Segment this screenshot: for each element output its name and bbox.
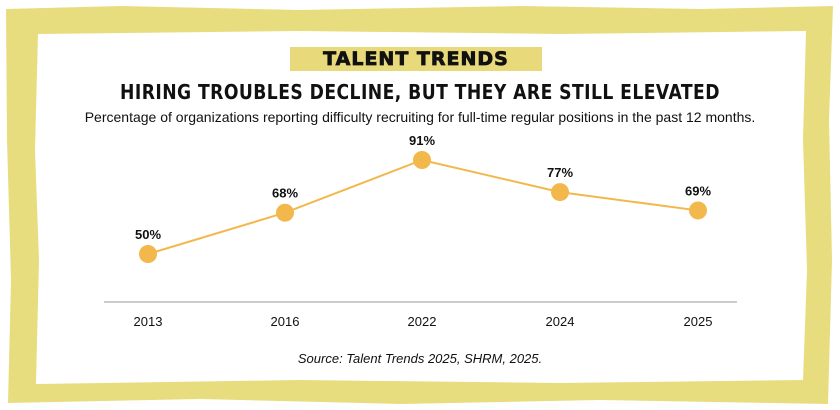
chart-subtitle: Percentage of organizations reporting di… — [84, 109, 756, 125]
data-label-2013: 50% — [135, 227, 161, 242]
x-tick-label-2025: 2025 — [684, 314, 713, 329]
chart-title: HIRING TROUBLES DECLINE, BUT THEY ARE ST… — [120, 80, 720, 104]
x-tick-label-2024: 2024 — [546, 314, 575, 329]
data-point-2022 — [413, 151, 431, 169]
data-label-2024: 77% — [547, 165, 573, 180]
x-tick-label-2022: 2022 — [408, 314, 437, 329]
data-point-2024 — [551, 183, 569, 202]
data-label-2016: 68% — [272, 186, 298, 201]
badge-text: TALENT TRENDS — [323, 48, 509, 71]
data-label-2025: 69% — [685, 183, 711, 198]
series-line — [147, 158, 699, 255]
data-point-2016 — [276, 203, 294, 222]
talent-trends-badge: TALENT TRENDS — [290, 47, 542, 71]
source-note: Source: Talent Trends 2025, SHRM, 2025. — [297, 351, 543, 366]
x-tick-label-2013: 2013 — [134, 314, 163, 329]
data-label-2022: 91% — [409, 133, 435, 148]
data-point-2025 — [689, 201, 707, 220]
data-point-2013 — [139, 245, 157, 263]
x-tick-label-2016: 2016 — [271, 314, 300, 329]
